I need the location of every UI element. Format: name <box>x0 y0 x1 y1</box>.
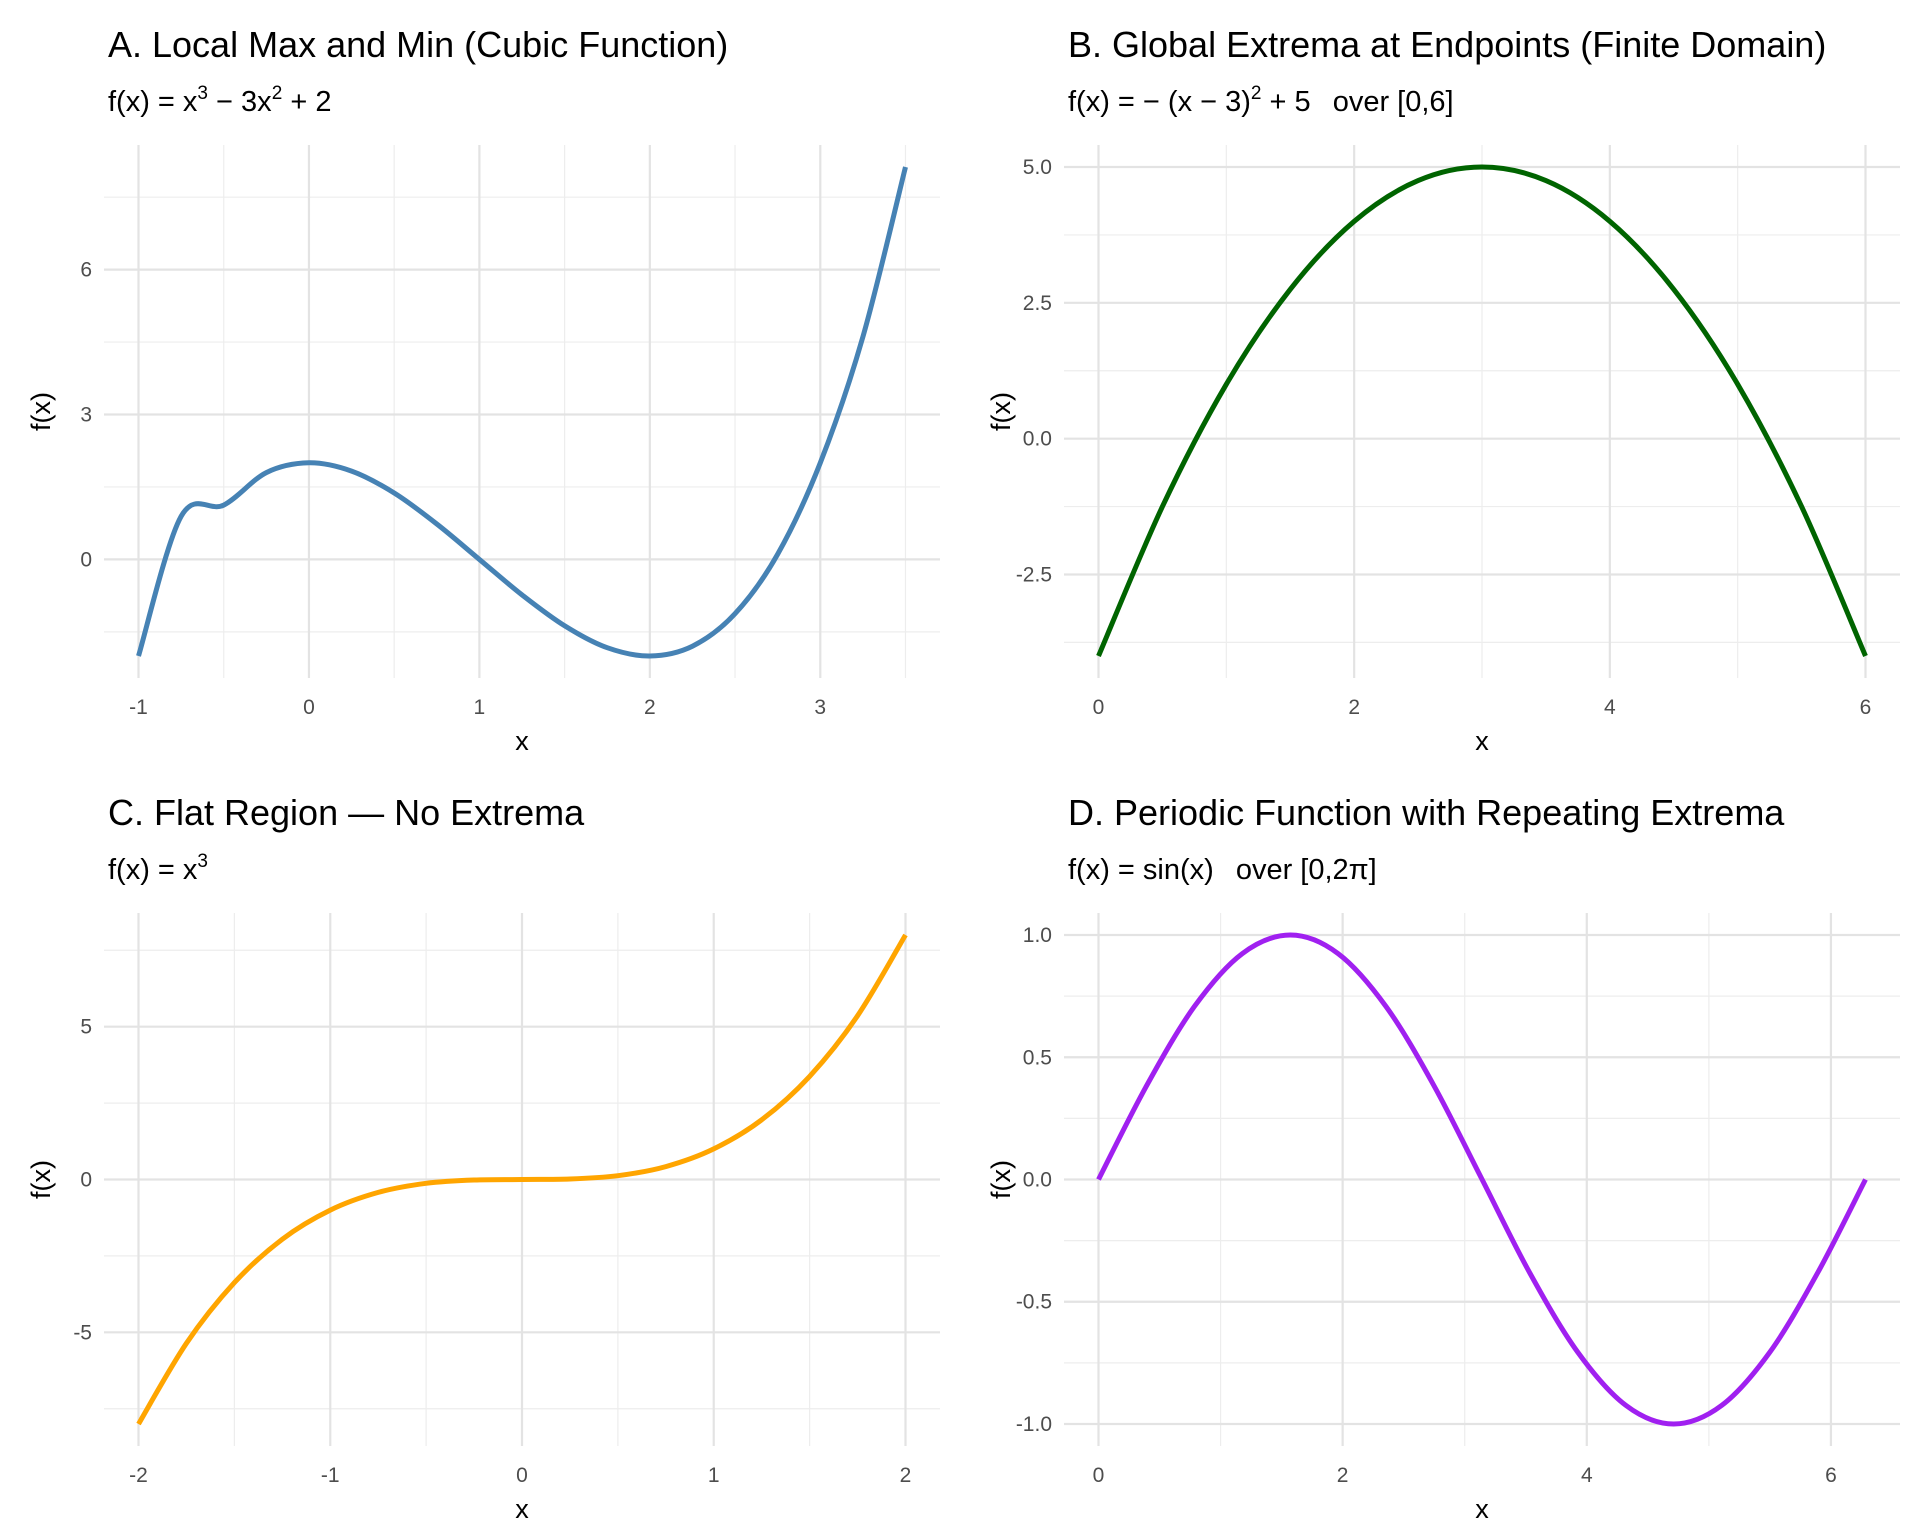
x-tick-label: 2 <box>1337 1464 1349 1487</box>
chart-formula: f(x) = − (x − 3)2 + 5 over [0,6] <box>1068 83 1454 119</box>
y-tick-label: 3 <box>80 404 92 427</box>
formula-exponent: 3 <box>197 83 208 104</box>
series-line <box>1096 932 1868 1427</box>
formula-exponent: 2 <box>271 83 283 104</box>
x-tick-label: 0 <box>303 696 315 719</box>
y-tick-label: 0.0 <box>1023 1169 1052 1192</box>
x-tick-label: 0 <box>1093 1464 1105 1487</box>
x-axis-title: x <box>515 1494 529 1524</box>
x-axis-title: x <box>515 726 529 756</box>
y-tick-label: -0.5 <box>1016 1291 1052 1314</box>
y-tick-label: 0.0 <box>1023 428 1052 451</box>
series-line <box>136 166 908 659</box>
formula-exponent: 3 <box>197 851 208 872</box>
x-tick-label: 2 <box>900 1464 912 1487</box>
grid-lines <box>1064 913 1900 1446</box>
x-tick-label: -1 <box>321 1464 340 1487</box>
x-tick-label: 2 <box>1348 696 1360 719</box>
formula-text: f(x) = − (x − 3) <box>1068 86 1251 118</box>
y-tick-label: 5 <box>80 1016 92 1039</box>
y-axis-title: f(x) <box>26 1160 56 1199</box>
y-axis-title: f(x) <box>26 392 56 431</box>
formula-text: + 5 <box>1261 86 1311 118</box>
chart-title: D. Periodic Function with Repeating Extr… <box>1068 792 1785 833</box>
x-tick-label: 0 <box>1093 696 1105 719</box>
y-tick-label: 2.5 <box>1023 292 1052 315</box>
x-tick-label: -1 <box>129 696 148 719</box>
chart-title: A. Local Max and Min (Cubic Function) <box>108 24 729 65</box>
panel-d: D. Periodic Function with Repeating Extr… <box>960 768 1920 1536</box>
data-points <box>138 167 905 656</box>
y-tick-label: 0 <box>80 1169 92 1192</box>
y-tick-label: 6 <box>80 259 92 282</box>
formula-exponent: 2 <box>1250 83 1262 104</box>
chart-formula: f(x) = sin(x) over [0,2π] <box>1068 854 1377 887</box>
panel-c: C. Flat Region — No Extrema f(x) = x3 -2… <box>0 768 960 1536</box>
grid-lines <box>104 145 940 678</box>
plot-area: 0 2 4 6 -2.5 0.0 2.5 5.0 x f(x) <box>986 145 1900 756</box>
series-line <box>136 933 908 1426</box>
formula-text: f(x) = x <box>108 86 198 118</box>
grid-lines <box>104 913 940 1446</box>
y-tick-label: 5.0 <box>1023 156 1052 179</box>
y-axis-title: f(x) <box>986 1160 1016 1199</box>
x-tick-label: 0 <box>516 1464 528 1487</box>
x-tick-label: 6 <box>1860 696 1872 719</box>
x-axis-title: x <box>1475 726 1489 756</box>
x-axis-title: x <box>1475 1494 1489 1524</box>
y-axis-title: f(x) <box>986 392 1016 431</box>
series-line <box>1096 164 1868 657</box>
plot-area: -1 0 1 2 3 0 3 6 x f(x) <box>26 145 940 756</box>
chart-title: B. Global Extrema at Endpoints (Finite D… <box>1068 24 1827 65</box>
chart-formula: f(x) = x3 − 3x2 + 2 <box>108 83 332 119</box>
y-tick-label: 1.0 <box>1023 924 1052 947</box>
y-tick-label: -1.0 <box>1016 1413 1052 1436</box>
formula-text: + 2 <box>282 86 332 118</box>
x-tick-label: 2 <box>644 696 656 719</box>
x-tick-label: 6 <box>1825 1464 1837 1487</box>
chart-title: C. Flat Region — No Extrema <box>108 792 585 833</box>
formula-text: − 3x <box>208 86 272 118</box>
y-tick-label: 0.5 <box>1023 1046 1052 1069</box>
x-tick-label: 4 <box>1581 1464 1593 1487</box>
panel-b: B. Global Extrema at Endpoints (Finite D… <box>960 0 1920 768</box>
formula-suffix: over [0,6] <box>1332 86 1454 118</box>
panel-a: A. Local Max and Min (Cubic Function) f(… <box>0 0 960 768</box>
plot-area: 0 2 4 6 -1.0 -0.5 0.0 0.5 1.0 x f(x) <box>986 913 1900 1524</box>
x-tick-label: 3 <box>814 696 826 719</box>
y-tick-label: 0 <box>80 548 92 571</box>
x-tick-label: 4 <box>1604 696 1616 719</box>
formula-text: f(x) = x <box>108 854 198 886</box>
y-tick-label: -2.5 <box>1016 563 1052 586</box>
grid-lines <box>1064 145 1900 678</box>
x-tick-label: 1 <box>708 1464 720 1487</box>
formula-text: f(x) = sin(x) <box>1068 854 1214 886</box>
chart-formula: f(x) = x3 <box>108 851 208 887</box>
x-tick-label: -2 <box>129 1464 148 1487</box>
x-tick-label: 1 <box>474 696 486 719</box>
y-tick-label: -5 <box>73 1321 92 1344</box>
formula-suffix: over [0,2π] <box>1235 854 1377 886</box>
plot-area: -2 -1 0 1 2 -5 0 5 x f(x) <box>26 913 940 1524</box>
